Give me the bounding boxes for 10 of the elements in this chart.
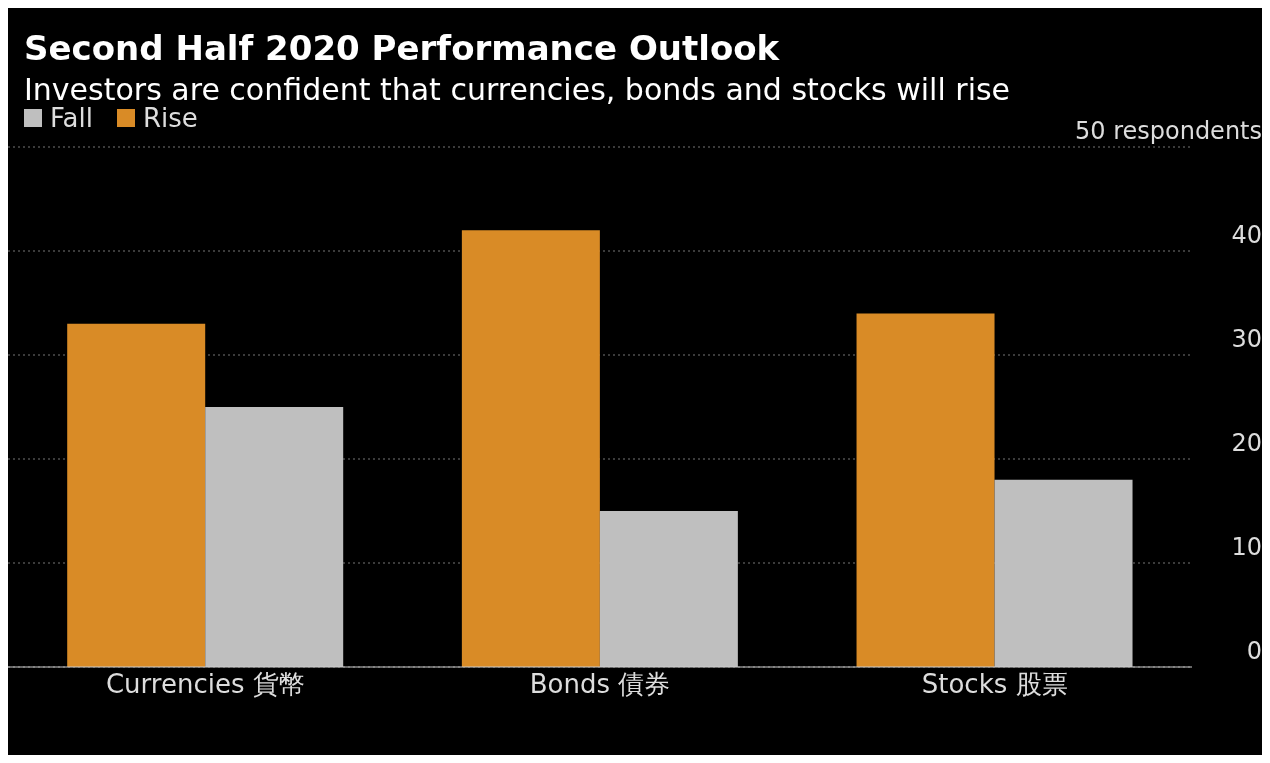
y-tick-label: 30	[1231, 325, 1262, 353]
y-tick-label: 50 respondents	[1074, 117, 1262, 145]
y-tick-label: 0	[1246, 637, 1262, 665]
chart-title: Second Half 2020 Performance Outlook	[23, 28, 781, 68]
x-tick-label: Stocks 股票	[921, 669, 1068, 700]
y-tick-label: 20	[1231, 429, 1262, 457]
x-tick-label: Bonds 債券	[529, 669, 671, 700]
x-tick-label: Currencies 貨幣	[105, 669, 305, 700]
y-tick-label: 10	[1231, 533, 1262, 561]
y-tick-label: 40	[1231, 221, 1262, 249]
